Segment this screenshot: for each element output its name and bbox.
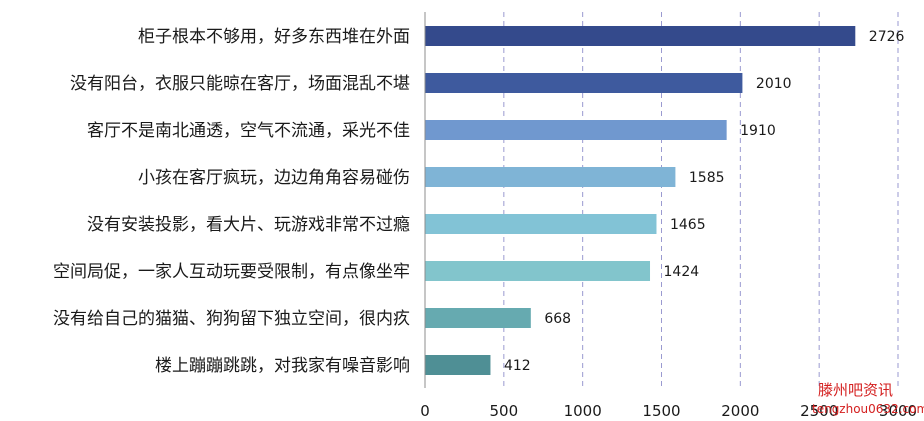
x-tick-label: 1000 <box>564 402 602 420</box>
category-label: 空间局促，一家人互动玩要受限制，有点像坐牢 <box>53 262 410 282</box>
value-label: 2726 <box>869 29 905 45</box>
value-label: 668 <box>544 311 571 327</box>
bar <box>425 355 491 375</box>
bars <box>425 26 856 375</box>
value-label: 1465 <box>670 217 706 233</box>
category-label: 柜子根本不够用，好多东西堆在外面 <box>138 27 410 47</box>
category-label: 楼上蹦蹦跳跳，对我家有噪音影响 <box>155 356 410 376</box>
category-label: 没有安装投影，看大片、玩游戏非常不过瘾 <box>87 215 410 235</box>
bar <box>425 167 676 187</box>
category-labels: 柜子根本不够用，好多东西堆在外面没有阳台，衣服只能晾在客厅，场面混乱不堪客厅不是… <box>53 27 410 376</box>
bar <box>425 261 651 281</box>
x-tick-label: 1500 <box>642 402 680 420</box>
x-tick-label: 3000 <box>879 402 917 420</box>
category-label: 没有给自己的猫猫、狗狗留下独立空间，很内疚 <box>53 309 410 329</box>
category-label: 客厅不是南北通透，空气不流通，采光不佳 <box>87 121 410 141</box>
category-label: 小孩在客厅疯玩，边边角角容易碰伤 <box>138 168 410 188</box>
x-tick-label: 2000 <box>721 402 759 420</box>
value-label: 1585 <box>689 170 725 186</box>
watermark-title: 滕州吧资讯 <box>818 381 893 399</box>
value-label: 2010 <box>756 76 792 92</box>
bar <box>425 26 856 46</box>
x-tick-label: 500 <box>490 402 519 420</box>
bar <box>425 73 743 93</box>
x-tick-label: 0 <box>420 402 430 420</box>
x-axis-ticks: 0 500 1000 1500 2000 2500 3000 <box>420 402 917 420</box>
value-label: 1424 <box>664 264 700 280</box>
bar <box>425 120 727 140</box>
bar <box>425 308 531 328</box>
value-label: 1910 <box>740 123 776 139</box>
watermark: 滕州吧资讯 tengzhou0632.com <box>812 381 924 416</box>
watermark-subtitle: tengzhou0632.com <box>812 402 924 416</box>
value-label: 412 <box>504 358 531 374</box>
bar <box>425 214 657 234</box>
gridlines <box>503 12 899 388</box>
x-tick-label: 2500 <box>800 402 838 420</box>
category-label: 没有阳台，衣服只能晾在客厅，场面混乱不堪 <box>70 74 410 94</box>
value-labels: 2726 2010 1910 1585 1465 1424 668 412 <box>504 29 905 374</box>
